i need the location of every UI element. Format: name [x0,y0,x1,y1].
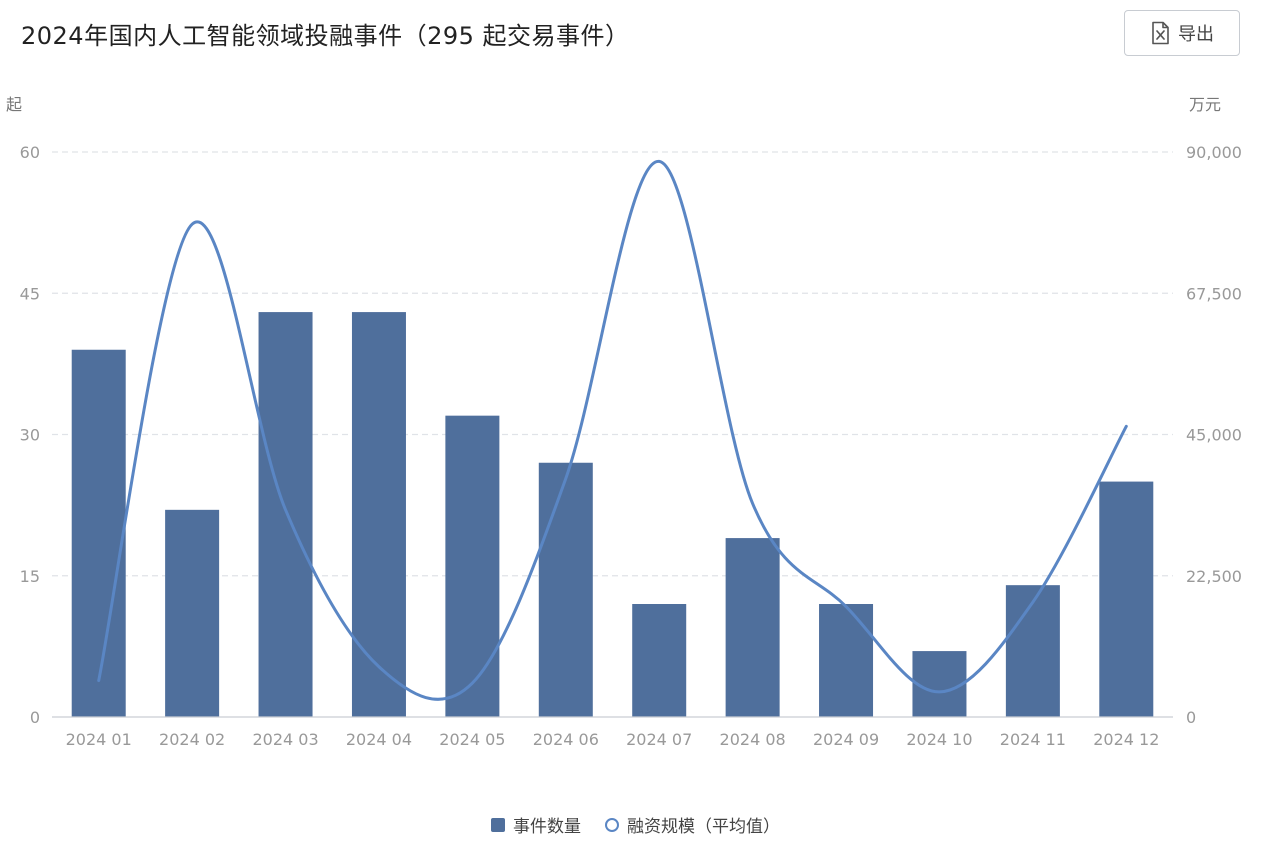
x-tick-label: 2024 11 [1000,730,1066,749]
chart-canvas: 起 万元 0 15 30 45 60 0 22,500 45,000 67,500 90,000… [6,95,1242,749]
line-series [97,159,1128,701]
left-tick-label: 45 [20,284,40,303]
x-tick-label: 2024 12 [1093,730,1159,749]
legend-item-line[interactable]: 融资规模（平均值） [605,812,780,837]
bar [538,462,593,717]
grid-lines [52,151,1173,577]
left-tick-label: 30 [20,426,40,445]
x-tick-label: 2024 03 [252,730,318,749]
legend-bar-swatch [491,817,505,832]
x-tick-label: 2024 07 [626,730,692,749]
bar [351,312,406,717]
left-axis-unit: 起 [6,95,22,114]
legend-bar-label: 事件数量 [513,817,581,837]
x-axis-ticks: 2024 01 2024 02 2024 03 2024 04 2024 05 2024 … [66,730,1160,749]
right-axis-ticks: 0 22,500 45,000 67,500 90,000 [1186,143,1242,727]
legend-line-swatch [605,817,619,832]
bar-series [71,312,1154,717]
right-axis-unit: 万元 [1189,95,1221,114]
x-tick-label: 2024 06 [533,730,599,749]
right-tick-label: 45,000 [1186,426,1242,445]
left-tick-label: 15 [20,567,40,586]
export-button[interactable]: 导出 [1124,10,1240,56]
x-tick-label: 2024 02 [159,730,225,749]
x-tick-label: 2024 05 [439,730,505,749]
left-axis-ticks: 0 15 30 45 60 [20,143,40,727]
right-tick-label: 0 [1186,708,1196,727]
excel-file-icon [1152,21,1169,45]
x-tick-label: 2024 08 [720,730,786,749]
export-label: 导出 [1178,24,1214,45]
x-tick-label: 2024 04 [346,730,412,749]
right-tick-label: 90,000 [1186,143,1242,162]
bar [1099,481,1154,717]
legend-line-label: 融资规模（平均值） [627,817,780,837]
x-tick-label: 2024 10 [906,730,972,749]
chart-title: 2024年国内人工智能领域投融事件（295 起交易事件） [21,22,630,50]
bar [258,312,313,717]
bar [912,651,967,717]
left-tick-label: 60 [20,143,40,162]
financing-line [97,159,1128,701]
x-tick-label: 2024 01 [66,730,132,749]
bar [725,538,780,717]
legend: 事件数量 融资规模（平均值） [0,812,1271,837]
bar [165,509,220,717]
bar [632,604,687,717]
x-tick-label: 2024 09 [813,730,879,749]
legend-item-bars[interactable]: 事件数量 [491,812,581,837]
left-tick-label: 0 [30,708,40,727]
bar [819,604,874,717]
right-tick-label: 67,500 [1186,284,1242,303]
bar [1005,585,1060,717]
bar [445,415,500,717]
right-tick-label: 22,500 [1186,567,1242,586]
bar [71,349,126,717]
